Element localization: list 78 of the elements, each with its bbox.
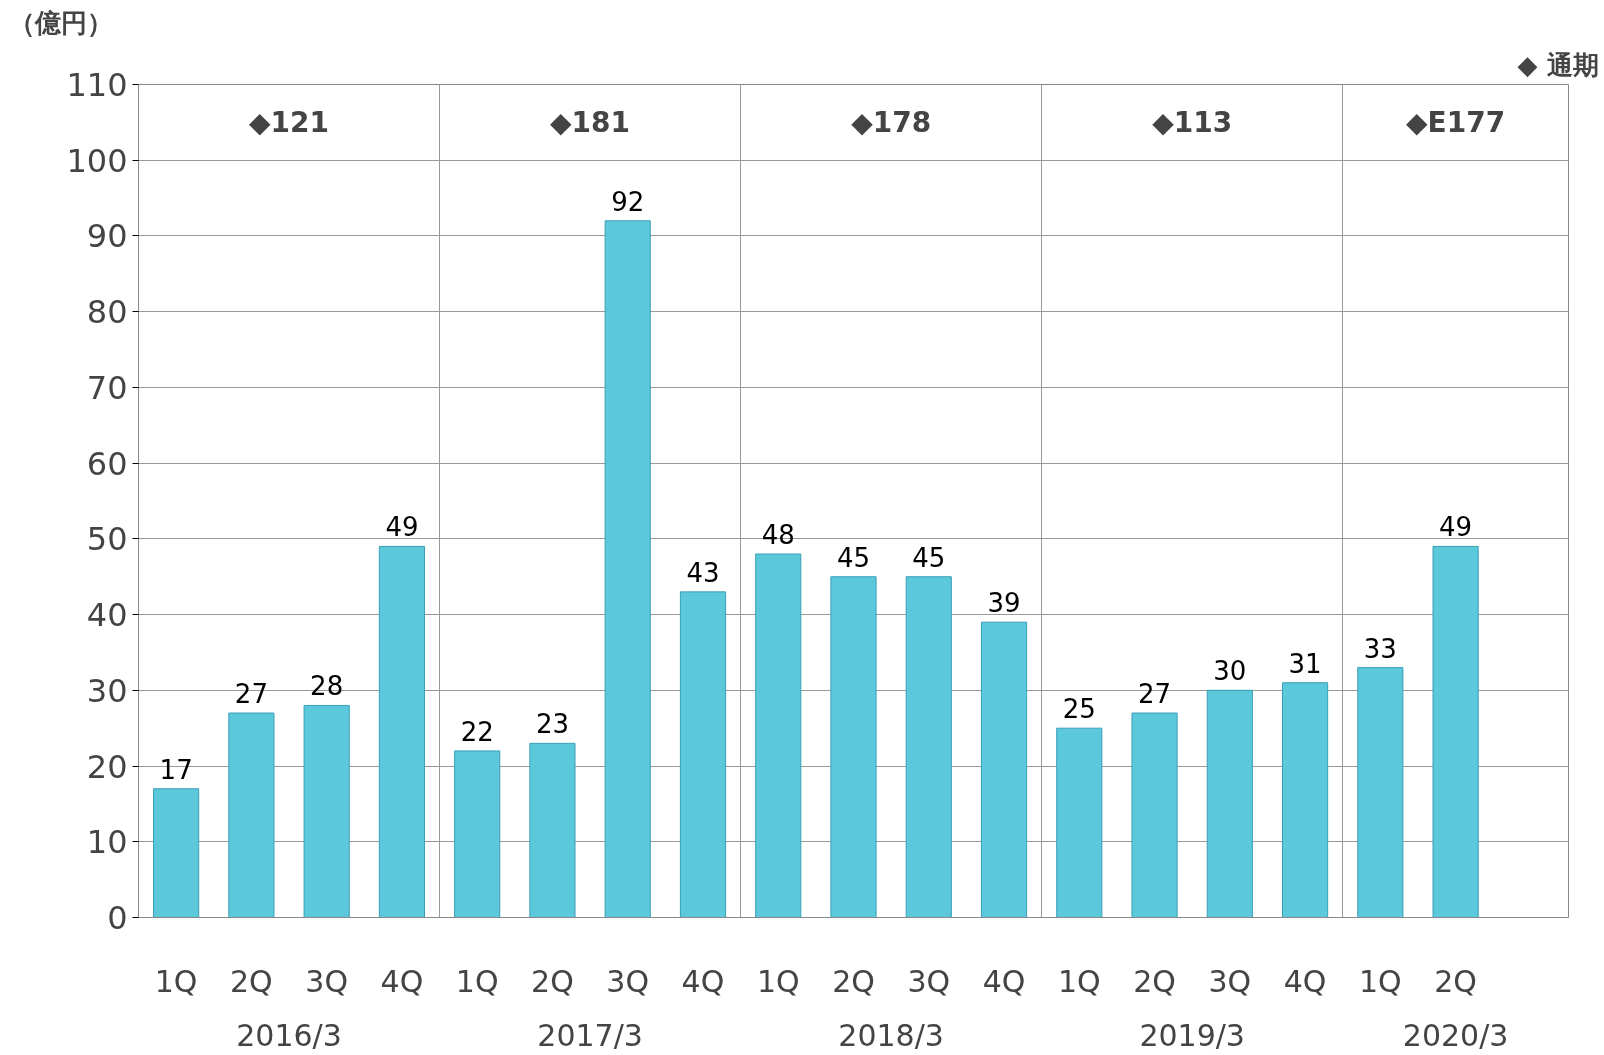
y-tick-label: 110 [66,66,128,104]
text: 2017/3 [537,1017,643,1053]
bar [905,576,952,918]
text: ◆ 通期 [1517,49,1599,80]
bar [1357,667,1404,918]
data-label: 92 [611,186,645,217]
data-label: 33 [1363,633,1397,664]
x-tick-label: 3Q [1208,963,1252,999]
annotation: ◆E177 [1406,105,1506,139]
data-label: 28 [310,671,344,702]
text: 2016/3 [236,1017,342,1053]
data-label: 25 [1062,694,1096,725]
annotation: ◆178 [851,105,932,139]
bar [529,742,576,918]
x-tick-label: 1Q [1057,963,1101,999]
data-label: 49 [1439,512,1473,543]
data-label: 48 [761,520,795,551]
bar [378,545,425,918]
bar [1206,689,1253,918]
x-tick-label: 2Q [230,963,273,999]
annotation: ◆113 [1152,105,1233,139]
x-tick-label: 2Q [1133,963,1176,999]
text: 2019/3 [1139,1017,1245,1053]
bar [153,788,200,918]
y-tick-label: 90 [86,217,128,256]
y-tick-label: 100 [66,141,128,180]
data-label: 39 [987,588,1021,619]
bar [830,576,877,918]
bar [679,591,727,918]
bar [980,621,1028,918]
data-label: 27 [1138,679,1172,710]
y-tick-label: 60 [86,444,128,483]
bar [303,704,350,918]
bar [1056,727,1103,918]
data-label: 49 [385,512,419,543]
y-tick-label: 50 [86,520,128,559]
y-tick-label: 80 [86,293,128,332]
x-tick-label: 1Q [1358,963,1402,999]
text: 2018/3 [838,1017,944,1053]
x-tick-label: 2Q [531,963,574,999]
x-tick-label: 2Q [832,963,875,999]
x-tick-label: 4Q [982,963,1026,999]
y-tick-label: 20 [86,747,128,786]
data-label: 45 [836,542,871,573]
x-tick-label: 4Q [1283,963,1327,999]
annotation: ◆181 [550,105,631,139]
text: 2020/3 [1402,1017,1509,1053]
x-tick-label: 1Q [756,963,800,999]
x-tick-label: 1Q [154,963,198,999]
y-axis-title: （億円） [8,7,113,38]
bar [1131,712,1178,918]
data-label: 43 [686,557,720,588]
data-label: 31 [1288,648,1322,679]
bar [1282,682,1329,918]
x-tick-label: 4Q [380,963,424,999]
y-tick-label: 0 [107,899,128,937]
x-tick-label: 3Q [305,963,349,999]
data-label: 17 [159,754,193,785]
y-tick-label: 10 [86,823,128,862]
data-label: 22 [460,716,494,747]
bar [1432,545,1479,918]
x-tick-label: 3Q [907,963,951,999]
y-tick-label: 30 [86,671,128,710]
y-tick-label: 40 [86,596,128,635]
data-label: 23 [535,709,569,740]
x-tick-label: 2Q [1434,963,1477,999]
annotation: ◆121 [249,105,330,139]
bar [604,220,651,918]
bar [755,553,802,918]
bar [454,750,501,918]
y-tick-label: 70 [86,368,128,407]
bar [228,712,275,918]
data-label: 27 [234,679,268,710]
x-tick-label: 1Q [455,963,499,999]
x-tick-label: 4Q [681,963,725,999]
data-label: 45 [912,542,946,573]
data-label: 30 [1213,656,1247,687]
x-tick-label: 3Q [606,963,650,999]
